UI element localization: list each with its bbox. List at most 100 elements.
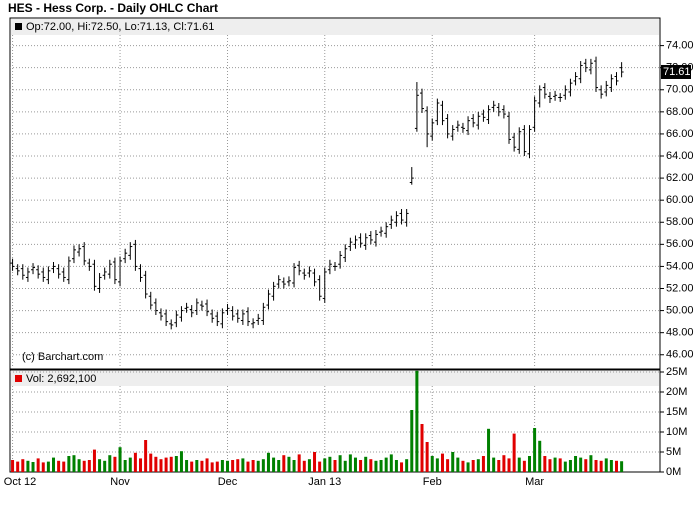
volume-bar	[133, 452, 137, 472]
volume-bar	[277, 460, 281, 472]
volume-bar	[338, 455, 342, 472]
volume-bar	[287, 456, 291, 472]
volume-bar	[87, 460, 91, 472]
volume-bar	[527, 456, 531, 472]
volume-bar	[456, 457, 460, 472]
volume-bar	[400, 462, 404, 472]
x-tick-label: Dec	[218, 476, 238, 488]
volume-y-tick-label: 25M	[666, 366, 687, 378]
volume-bar	[236, 459, 240, 472]
volume-bar	[420, 424, 424, 472]
price-legend: Op:72.00, Hi:72.50, Lo:71.13, Cl:71.61	[26, 21, 214, 33]
volume-bar	[46, 461, 50, 472]
volume-bar	[297, 454, 301, 472]
volume-legend-marker	[15, 375, 22, 382]
volume-bar	[272, 457, 276, 472]
volume-bar	[604, 458, 608, 472]
volume-y-tick-label: 20M	[666, 386, 687, 398]
volume-bar	[128, 457, 132, 472]
volume-bar	[415, 370, 419, 472]
volume-bar	[579, 457, 583, 472]
volume-bar	[292, 460, 296, 472]
volume-bar	[185, 460, 189, 472]
y-tick-label: 46.00	[666, 349, 694, 361]
volume-bar	[195, 460, 199, 472]
volume-bar	[384, 457, 388, 472]
y-tick-label: 56.00	[666, 238, 694, 250]
volume-y-tick-label: 5M	[666, 446, 681, 458]
y-tick-label: 64.00	[666, 150, 694, 162]
volume-bar	[497, 460, 501, 472]
y-tick-label: 52.00	[666, 282, 694, 294]
volume-bar	[543, 456, 547, 472]
volume-bar	[144, 440, 148, 472]
volume-bar	[343, 460, 347, 472]
volume-bar	[451, 452, 455, 472]
volume-bar	[72, 455, 76, 472]
volume-bar	[379, 460, 383, 472]
volume-bar	[205, 458, 209, 472]
volume-bar	[394, 460, 398, 472]
volume-bar	[21, 459, 25, 472]
volume-bar	[353, 457, 357, 472]
volume-bar	[364, 456, 368, 472]
volume-bar	[11, 460, 15, 472]
volume-bar	[471, 460, 475, 472]
volume-bar	[108, 455, 112, 472]
volume-bar	[538, 440, 542, 472]
volume-bar	[307, 459, 311, 472]
volume-bar	[492, 457, 496, 472]
x-tick-label: Oct 12	[4, 476, 36, 488]
chart-title: HES - Hess Corp. - Daily OHLC Chart	[8, 1, 218, 15]
volume-bar	[36, 458, 40, 472]
volume-bar	[220, 460, 224, 472]
volume-bar	[333, 460, 337, 472]
volume-bar	[210, 462, 214, 472]
volume-y-tick-label: 0M	[666, 466, 681, 478]
volume-bar	[348, 454, 352, 472]
volume-bar	[261, 459, 265, 472]
y-tick-label: 74.00	[666, 40, 694, 52]
volume-bar	[139, 458, 143, 472]
x-tick-label: Mar	[525, 476, 544, 488]
x-tick-label: Feb	[423, 476, 442, 488]
volume-bar	[26, 460, 30, 472]
volume-bar	[584, 459, 588, 472]
volume-bar	[481, 456, 485, 472]
volume-bar	[179, 451, 183, 472]
volume-bar	[246, 461, 250, 472]
volume-bar	[405, 459, 409, 472]
volume-bar	[558, 458, 562, 472]
volume-bar	[231, 460, 235, 472]
volume-bar	[200, 460, 204, 472]
volume-bar	[302, 460, 306, 472]
volume-bar	[154, 456, 158, 472]
volume-bar	[374, 460, 378, 472]
y-tick-label: 54.00	[666, 260, 694, 272]
volume-bar	[118, 447, 122, 472]
y-tick-label: 70.00	[666, 84, 694, 96]
volume-bar	[164, 457, 168, 472]
volume-bar	[430, 456, 434, 472]
volume-bar	[52, 457, 56, 472]
volume-bar	[313, 452, 317, 472]
volume-bar	[440, 453, 444, 472]
volume-bar	[149, 453, 153, 472]
volume-bar	[476, 459, 480, 472]
volume-bar	[553, 457, 557, 472]
volume-bar	[318, 461, 322, 472]
y-tick-label: 48.00	[666, 327, 694, 339]
volume-bar	[568, 460, 572, 472]
volume-bar	[548, 459, 552, 472]
volume-bar	[446, 459, 450, 472]
volume-bar	[507, 458, 511, 472]
volume-bar	[517, 457, 521, 472]
volume-bar	[77, 459, 81, 472]
y-tick-label: 66.00	[666, 128, 694, 140]
volume-bar	[328, 456, 332, 472]
volume-bar	[169, 456, 173, 472]
y-tick-label: 68.00	[666, 106, 694, 118]
price-legend-bar	[11, 19, 659, 35]
